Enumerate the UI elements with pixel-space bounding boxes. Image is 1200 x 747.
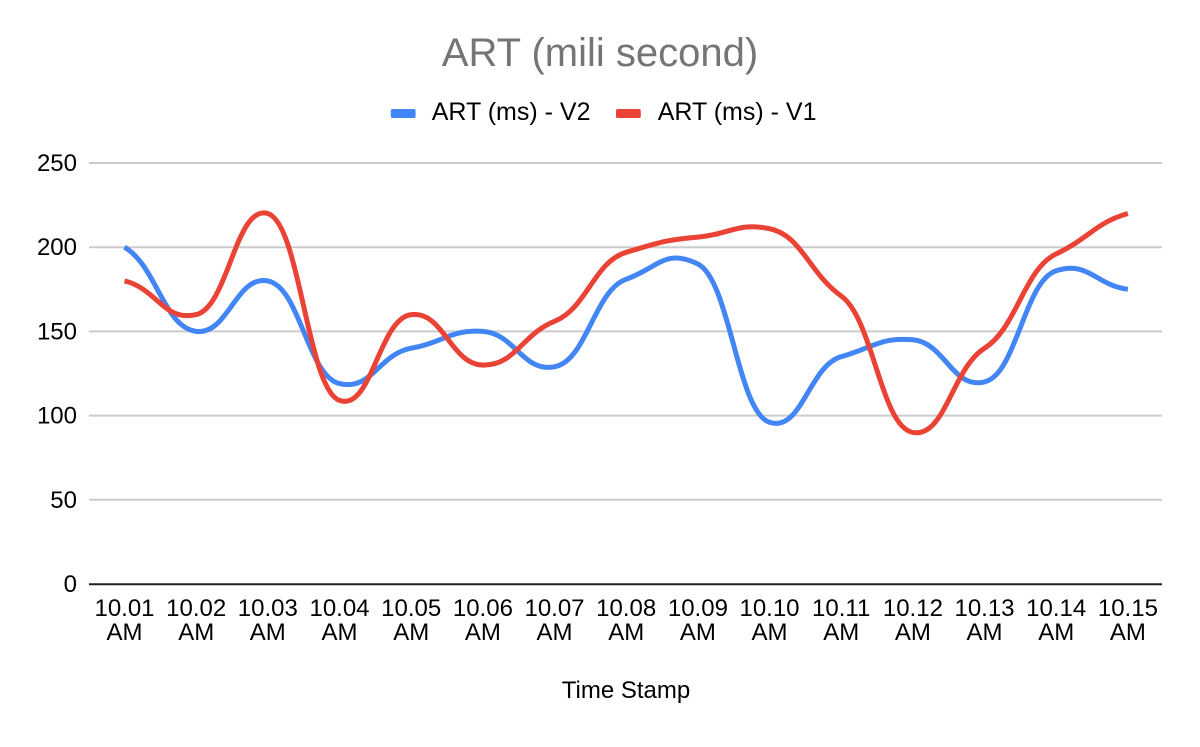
svg-text:10.12: 10.12: [883, 595, 943, 622]
svg-text:50: 50: [50, 487, 77, 514]
svg-text:AM: AM: [465, 619, 501, 646]
svg-text:AM: AM: [250, 619, 286, 646]
svg-text:10.10: 10.10: [739, 595, 799, 622]
svg-text:AM: AM: [823, 619, 859, 646]
svg-text:10.01: 10.01: [94, 595, 154, 622]
svg-text:AM: AM: [967, 619, 1003, 646]
svg-text:0: 0: [64, 571, 77, 598]
svg-text:100: 100: [37, 403, 77, 430]
svg-text:ART (ms) - V2: ART (ms) - V2: [432, 98, 591, 126]
svg-text:10.07: 10.07: [524, 595, 584, 622]
svg-text:AM: AM: [178, 619, 214, 646]
svg-text:250: 250: [37, 150, 77, 177]
svg-text:10.06: 10.06: [453, 595, 513, 622]
svg-text:10.08: 10.08: [596, 595, 656, 622]
svg-text:10.13: 10.13: [954, 595, 1014, 622]
svg-text:10.15: 10.15: [1098, 595, 1158, 622]
svg-text:Time Stamp: Time Stamp: [562, 677, 690, 704]
svg-text:AM: AM: [1038, 619, 1074, 646]
svg-text:AM: AM: [1110, 619, 1146, 646]
svg-text:10.02: 10.02: [166, 595, 226, 622]
svg-text:AM: AM: [393, 619, 429, 646]
svg-text:200: 200: [37, 234, 77, 261]
svg-text:10.04: 10.04: [309, 595, 369, 622]
svg-text:AM: AM: [322, 619, 358, 646]
svg-text:AM: AM: [752, 619, 788, 646]
svg-text:ART (mili second): ART (mili second): [442, 31, 758, 75]
svg-text:10.03: 10.03: [238, 595, 298, 622]
svg-text:10.11: 10.11: [812, 595, 870, 622]
svg-text:AM: AM: [107, 619, 143, 646]
svg-text:AM: AM: [895, 619, 931, 646]
svg-text:AM: AM: [680, 619, 716, 646]
svg-text:ART (ms) - V1: ART (ms) - V1: [658, 98, 817, 126]
svg-text:10.05: 10.05: [381, 595, 441, 622]
svg-text:AM: AM: [537, 619, 573, 646]
svg-text:10.14: 10.14: [1026, 595, 1086, 622]
svg-text:10.09: 10.09: [668, 595, 728, 622]
svg-text:AM: AM: [608, 619, 644, 646]
svg-text:150: 150: [37, 318, 77, 345]
